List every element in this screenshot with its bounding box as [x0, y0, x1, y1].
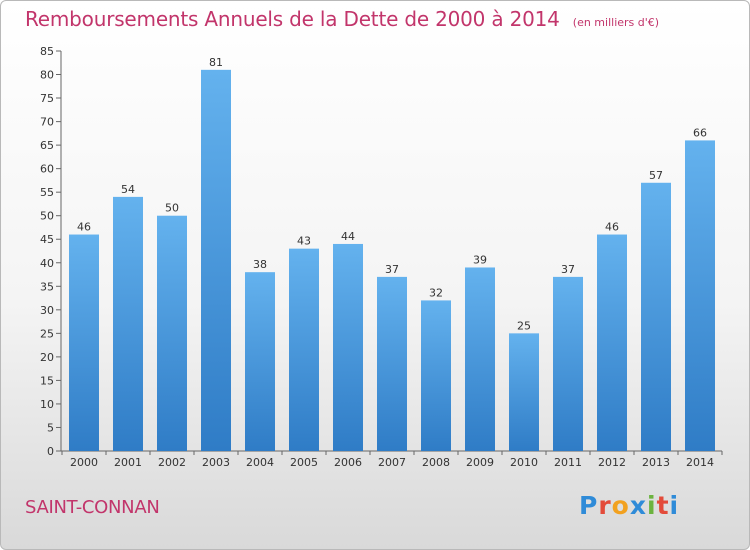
labels: 2000 46 2001 54 2002 50 2003 81 2004 38 2005 43 2006…: [70, 56, 714, 469]
data-label: 66: [693, 126, 707, 139]
data-label: 32: [429, 286, 443, 299]
proxiti-logo: Proxiti: [579, 491, 679, 520]
x-tick-label: 2007: [378, 456, 406, 469]
chart-subtitle: (en milliers d'€): [572, 16, 660, 29]
bar: [641, 182, 671, 451]
bar: [289, 248, 319, 451]
x-tick-label: 2006: [334, 456, 362, 469]
bar: [333, 243, 363, 451]
x-tick-label: 2000: [70, 456, 98, 469]
logo-letter: o: [611, 491, 630, 520]
y-tick-label: 15: [40, 374, 54, 387]
bar: [377, 276, 407, 451]
data-label: 37: [385, 263, 399, 276]
y-tick-label: 55: [40, 186, 54, 199]
x-tick-label: 2002: [158, 456, 186, 469]
data-label: 37: [561, 263, 575, 276]
data-label: 81: [209, 56, 223, 69]
axes: 0 5 10 15 20 25 30 35 40 45 50 55 60 65 70 75 80 85: [40, 45, 723, 458]
x-tick-label: 2001: [114, 456, 142, 469]
bar: [157, 215, 187, 451]
y-tick-label: 65: [40, 139, 54, 152]
bar: [553, 276, 583, 451]
x-tick-label: 2004: [246, 456, 274, 469]
data-label: 44: [341, 230, 355, 243]
chart-title: Remboursements Annuels de la Dette de 20…: [25, 7, 560, 31]
bar: [421, 300, 451, 451]
x-tick-label: 2008: [422, 456, 450, 469]
logo-letter: r: [598, 491, 612, 520]
bar: [113, 196, 143, 451]
y-tick-label: 35: [40, 280, 54, 293]
data-label: 50: [165, 202, 179, 215]
y-tick-label: 25: [40, 327, 54, 340]
bar: [465, 267, 495, 451]
data-label: 43: [297, 235, 311, 248]
y-tick-label: 70: [40, 116, 54, 129]
data-label: 46: [605, 221, 619, 234]
bars: [69, 69, 715, 452]
y-tick-label: 40: [40, 257, 54, 270]
logo-letter: i: [669, 491, 680, 520]
y-tick-label: 60: [40, 163, 54, 176]
place-name: SAINT-CONNAN: [25, 497, 160, 518]
bar: [685, 140, 715, 452]
y-tick-label: 0: [47, 445, 54, 458]
y-tick-label: 30: [40, 304, 54, 317]
bar: [597, 234, 627, 451]
x-tick-label: 2014: [686, 456, 714, 469]
data-label: 54: [121, 183, 135, 196]
y-tick-label: 5: [47, 421, 54, 434]
y-tick-label: 10: [40, 398, 54, 411]
bar: [201, 69, 231, 451]
data-label: 25: [517, 319, 531, 332]
logo-letter: x: [629, 491, 647, 520]
y-tick-label: 85: [40, 45, 54, 58]
logo-letter: t: [656, 491, 670, 520]
x-tick-label: 2003: [202, 456, 230, 469]
x-tick-label: 2009: [466, 456, 494, 469]
y-tick-label: 80: [40, 69, 54, 82]
x-tick-label: 2010: [510, 456, 538, 469]
logo-letter: i: [647, 491, 657, 520]
bar: [245, 272, 275, 451]
bar: [69, 234, 99, 451]
data-label: 46: [77, 221, 91, 234]
data-label: 38: [253, 258, 267, 271]
title-row: Remboursements Annuels de la Dette de 20…: [25, 7, 659, 31]
bar: [509, 333, 539, 451]
y-tick-label: 20: [40, 351, 54, 364]
x-tick-label: 2005: [290, 456, 318, 469]
y-tick-label: 45: [40, 233, 54, 246]
y-tick-label: 75: [40, 92, 54, 105]
y-tick-label: 50: [40, 210, 54, 223]
x-tick-label: 2012: [598, 456, 626, 469]
data-label: 57: [649, 169, 663, 182]
logo-letter: P: [579, 491, 599, 520]
x-tick-label: 2013: [642, 456, 670, 469]
data-label: 39: [473, 253, 487, 266]
x-tick-label: 2011: [554, 456, 582, 469]
